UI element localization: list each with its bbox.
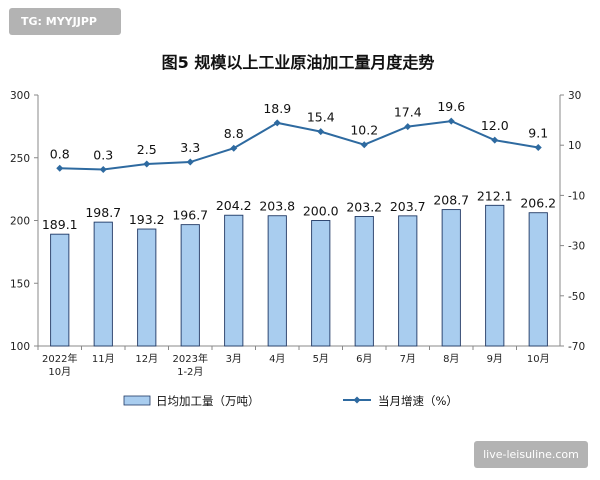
line-value-label: 19.6 (437, 99, 465, 114)
x-tick-label: 10月 (527, 353, 550, 365)
line-value-label: 12.0 (481, 118, 509, 133)
bar-value-label: 212.1 (477, 188, 513, 203)
line-point (360, 141, 368, 149)
x-tick-label: 6月 (356, 353, 372, 365)
bar (441, 209, 461, 347)
bar (224, 214, 244, 347)
bar-value-label: 200.0 (303, 204, 339, 219)
right-axis: -70 -50 -30 -10 10 30 (560, 90, 585, 353)
legend-bar-swatch (123, 395, 151, 406)
line-point (143, 160, 151, 168)
line-point (230, 144, 238, 152)
chart-title: 图5 规模以上工业原油加工量月度走势 (162, 53, 435, 72)
line-path (59, 120, 539, 171)
line-value-label: 2.5 (137, 142, 157, 157)
left-tick-label: 300 (10, 90, 30, 102)
x-tick-label: 9月 (487, 353, 503, 365)
bar (311, 220, 331, 347)
line-point (491, 136, 499, 144)
left-axis: 100 150 200 250 300 (10, 90, 38, 353)
watermark-top-left: TG: MYYJJPP (9, 8, 121, 35)
bar (398, 215, 418, 347)
line-point (186, 158, 194, 166)
x-tick-label: 2023年 (173, 352, 208, 365)
bar-value-label: 189.1 (42, 217, 78, 232)
right-tick-label: -30 (568, 241, 585, 253)
line-point (99, 166, 107, 174)
line-point (534, 143, 542, 151)
x-tick-label: 3月 (226, 353, 242, 365)
bar (137, 228, 157, 347)
bar-value-label: 193.2 (129, 212, 165, 227)
right-tick-label: 30 (568, 90, 581, 102)
bar (354, 216, 374, 347)
right-tick-label: -10 (568, 190, 585, 202)
left-tick-label: 200 (10, 216, 30, 228)
legend-bar-label: 日均加工量（万吨） (156, 394, 260, 408)
line-data-labels: 0.8 0.3 2.5 3.3 8.8 18.9 15.4 10.2 17.4 19.6 12.0 9… (50, 99, 548, 162)
left-tick-label: 150 (10, 278, 30, 290)
bar-value-label: 203.2 (346, 199, 382, 214)
left-tick-label: 250 (10, 153, 30, 165)
bar (93, 221, 113, 347)
line-point (273, 119, 281, 127)
line-value-label: 17.4 (394, 105, 422, 120)
bar-data-labels: 189.1 198.7 193.2 196.7 204.2 203.8 200.0 203.2… (42, 188, 556, 232)
right-tick-label: -70 (568, 341, 585, 353)
line-value-label: 3.3 (180, 140, 200, 155)
x-tick-label: 7月 (400, 353, 416, 365)
bar-value-label: 208.7 (433, 193, 469, 208)
bar-value-label: 204.2 (216, 198, 252, 213)
x-tick-label: 1-2月 (177, 366, 203, 378)
line-point (317, 128, 325, 136)
x-tick-label: 5月 (313, 353, 329, 365)
line-value-label: 10.2 (350, 123, 378, 138)
line-value-label: 8.8 (224, 126, 244, 141)
bar-series (50, 204, 548, 347)
watermark-bottom-right: live-leisuline.com (474, 441, 588, 468)
x-tick-label: 4月 (269, 353, 285, 365)
bar (267, 215, 287, 347)
bar (528, 212, 548, 347)
x-tick-label: 12月 (135, 353, 158, 365)
bar-value-label: 198.7 (85, 205, 121, 220)
line-point (404, 123, 412, 131)
line-value-label: 9.1 (528, 125, 548, 140)
x-tick-label: 11月 (92, 353, 115, 365)
line-series (56, 117, 542, 174)
legend-line-marker (353, 396, 361, 404)
bar (485, 204, 505, 347)
bar-value-label: 196.7 (172, 208, 208, 223)
line-point (447, 117, 455, 125)
bar-value-label: 203.8 (259, 199, 295, 214)
bar (50, 233, 70, 347)
bar-value-label: 206.2 (520, 196, 556, 211)
x-tick-label: 10月 (48, 366, 71, 378)
line-value-label: 0.3 (93, 148, 113, 163)
right-tick-label: -50 (568, 291, 585, 303)
line-value-label: 0.8 (50, 146, 70, 161)
line-value-label: 15.4 (307, 110, 335, 125)
x-tick-label: 8月 (443, 353, 459, 365)
line-point (56, 164, 64, 172)
line-value-label: 18.9 (263, 101, 291, 116)
legend-line-label: 当月增速（%） (378, 394, 458, 408)
legend: 日均加工量（万吨） 当月增速（%） (123, 394, 458, 408)
bar (180, 224, 200, 347)
right-tick-label: 10 (568, 140, 581, 152)
bar-value-label: 203.7 (390, 199, 426, 214)
x-tick-label: 2022年 (42, 352, 77, 365)
left-tick-label: 100 (10, 341, 30, 353)
